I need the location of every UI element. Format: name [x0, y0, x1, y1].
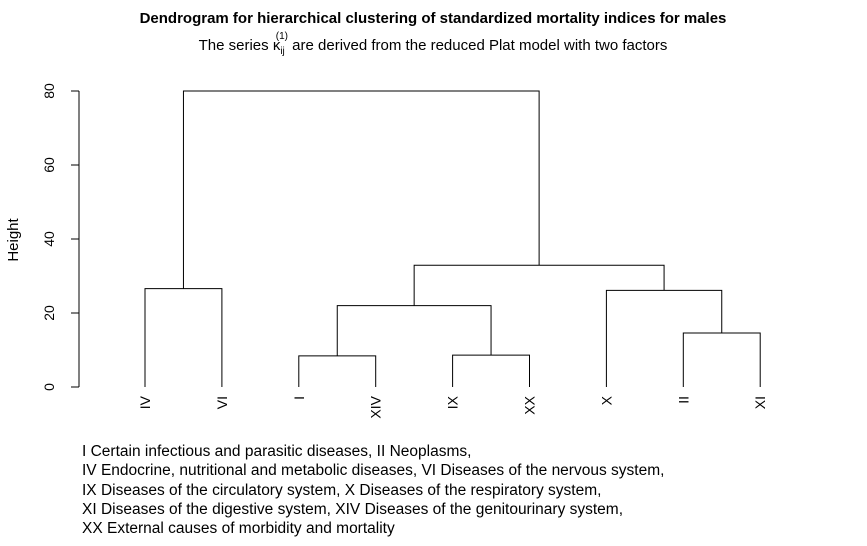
leaf-label: VI	[214, 396, 230, 409]
dendrogram-merge	[605, 289, 723, 387]
chart-title: Dendrogram for hierarchical clustering o…	[140, 10, 727, 27]
y-tick-label: 0	[41, 383, 57, 391]
leaf-labels: IV VI I XIV IX XX X II XI	[137, 395, 768, 418]
y-tick-label: 20	[41, 305, 57, 321]
leaf-label: I	[291, 396, 307, 400]
leaf-label: X	[598, 395, 614, 405]
chart-subtitle: The series κij (1) are derived from the r…	[199, 31, 668, 57]
y-tick-label: 80	[41, 83, 57, 99]
dendrogram-merge	[452, 354, 530, 387]
subtitle-text-after: are derived from the reduced Plat model …	[288, 37, 667, 54]
y-axis: 0 20 40 60 80	[41, 83, 80, 391]
leaf-label: II	[675, 396, 691, 404]
leaf-label: IX	[445, 395, 461, 409]
leaf-label: XI	[752, 396, 768, 409]
dendrogram-chart: Dendrogram for hierarchical clustering o…	[5, 10, 768, 419]
dendrogram-tree	[144, 90, 761, 387]
legend-note-line: IV Endocrine, nutritional and metabolic …	[82, 462, 665, 480]
y-tick-label: 40	[41, 231, 57, 247]
dendrogram-merge	[298, 355, 377, 387]
legend-note-line: XX External causes of morbidity and mort…	[82, 520, 395, 538]
dendrogram-merge	[413, 264, 665, 306]
dendrogram-merge	[144, 288, 223, 387]
legend-note-line: XI Diseases of the digestive system, XIV…	[82, 500, 624, 518]
dendrogram-merge	[182, 90, 540, 289]
legend-note-line: I Certain infectious and parasitic disea…	[82, 443, 472, 460]
leaf-label: IV	[137, 395, 153, 409]
subtitle-superscript: (1)	[276, 31, 288, 42]
leaf-label: XX	[522, 395, 538, 414]
dendrogram-merge	[336, 305, 492, 356]
subtitle-subscript: ij	[280, 46, 284, 57]
leaf-label: XIV	[368, 395, 384, 418]
y-tick-label: 60	[41, 157, 57, 173]
legend-note-line: IX Diseases of the circulatory system, X…	[82, 481, 602, 499]
subtitle-kappa-symbol: κ	[273, 37, 281, 54]
legend-notes: I Certain infectious and parasitic disea…	[82, 442, 664, 538]
subtitle-text-before: The series	[199, 37, 273, 54]
y-axis-label: Height	[5, 217, 22, 261]
dendrogram-merge	[682, 332, 761, 387]
